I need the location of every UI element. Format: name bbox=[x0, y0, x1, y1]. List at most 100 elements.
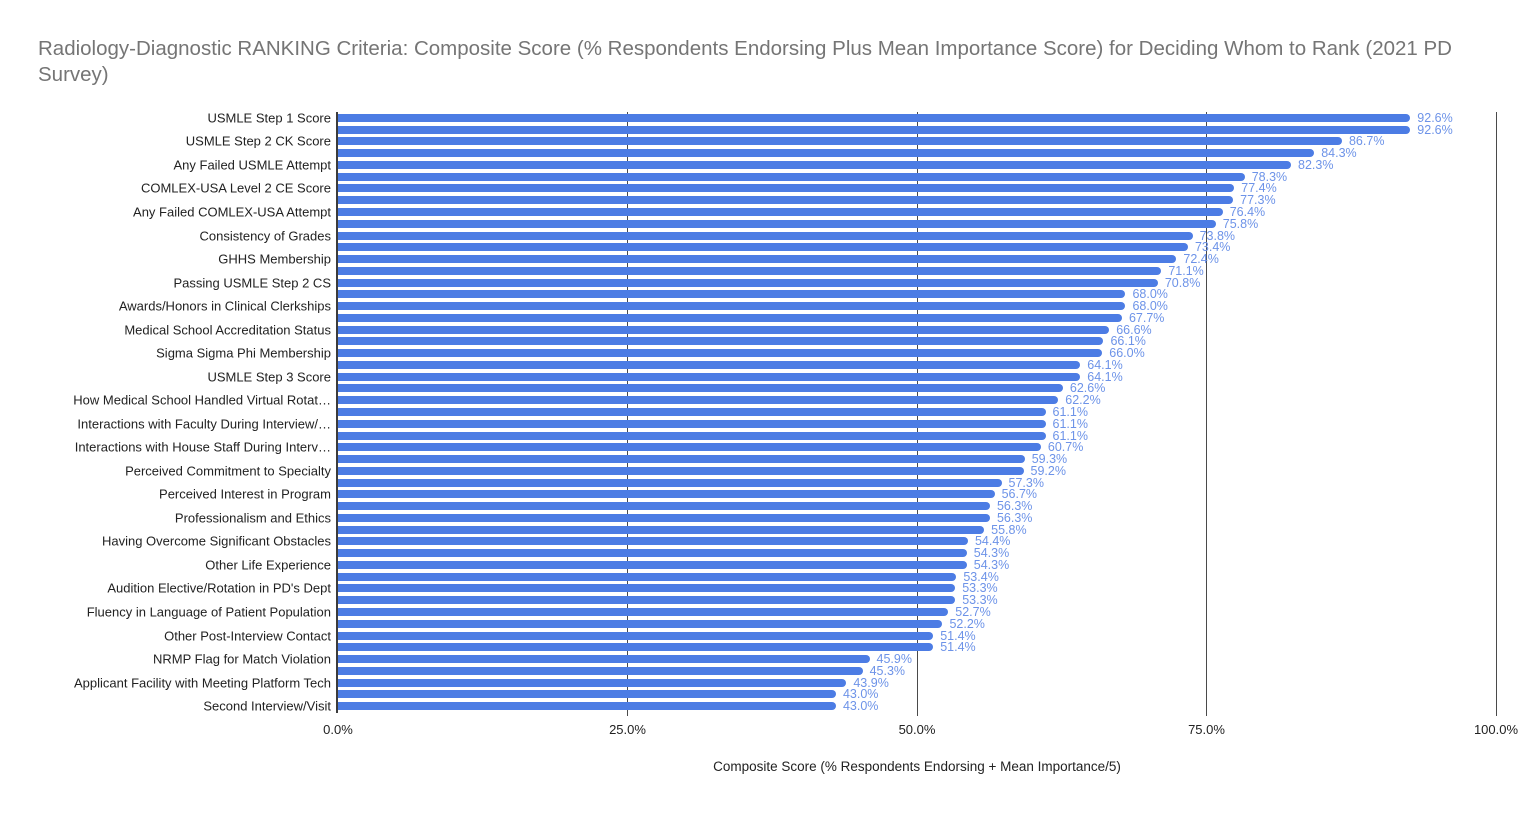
bar[interactable] bbox=[338, 360, 1081, 369]
bar[interactable] bbox=[338, 231, 1193, 240]
bar[interactable] bbox=[338, 513, 990, 522]
category-label: Fluency in Language of Patient Populatio… bbox=[86, 604, 331, 620]
bar[interactable] bbox=[338, 466, 1024, 475]
bar[interactable] bbox=[338, 196, 1234, 205]
bar-value-label: 43.0% bbox=[842, 698, 879, 713]
x-ticks: 0.0% 25.0% 50.0% 75.0% 100.0% bbox=[323, 722, 1518, 740]
bar[interactable] bbox=[338, 431, 1046, 440]
bar-value-label: 92.6% bbox=[1417, 110, 1453, 125]
bar[interactable] bbox=[338, 478, 1002, 487]
bar-value-label: 56.3% bbox=[996, 510, 1033, 525]
bar[interactable] bbox=[338, 372, 1081, 381]
bar[interactable] bbox=[338, 302, 1126, 311]
category-label: COMLEX-USA Level 2 CE Score bbox=[140, 180, 331, 196]
bar-value-label: 56.7% bbox=[1001, 487, 1038, 502]
bar[interactable] bbox=[338, 349, 1103, 358]
bar[interactable] bbox=[338, 113, 1411, 122]
bar[interactable] bbox=[338, 596, 956, 605]
bar-value-label: 66.1% bbox=[1110, 334, 1146, 349]
bar[interactable] bbox=[338, 337, 1104, 346]
bar-value-label: 54.3% bbox=[973, 545, 1010, 560]
bar-value-label: 64.1% bbox=[1087, 357, 1123, 372]
bar-value-label: 53.4% bbox=[963, 569, 999, 584]
gridline bbox=[1495, 112, 1497, 716]
bar[interactable] bbox=[338, 219, 1216, 228]
category-label: Applicant Facility with Meeting Platform… bbox=[74, 675, 331, 691]
bar-value-label: 77.3% bbox=[1240, 192, 1276, 207]
bar[interactable] bbox=[338, 666, 863, 675]
bar-value-label: 75.8% bbox=[1222, 216, 1259, 231]
bar[interactable] bbox=[338, 584, 956, 593]
bar[interactable] bbox=[338, 419, 1046, 428]
category-label: USMLE Step 1 Score bbox=[207, 110, 331, 126]
bar-value-label: 71.1% bbox=[1168, 263, 1204, 278]
bar[interactable] bbox=[338, 655, 870, 664]
bar-value-label: 92.6% bbox=[1417, 122, 1453, 137]
x-tick-label: 75.0% bbox=[1188, 722, 1225, 737]
bar[interactable] bbox=[338, 690, 836, 699]
bar[interactable] bbox=[338, 278, 1158, 287]
bar-value-label: 73.4% bbox=[1194, 240, 1231, 255]
bar-value-label: 61.1% bbox=[1052, 416, 1088, 431]
bar[interactable] bbox=[338, 608, 949, 616]
bar[interactable] bbox=[338, 325, 1110, 334]
bar[interactable] bbox=[338, 266, 1162, 275]
bar[interactable] bbox=[338, 631, 934, 640]
x-tick-label: 50.0% bbox=[898, 722, 936, 737]
bar[interactable] bbox=[338, 537, 968, 546]
bar[interactable] bbox=[338, 572, 957, 581]
x-tick-label: 25.0% bbox=[609, 722, 646, 737]
bar[interactable] bbox=[338, 678, 847, 687]
bar-value-label: 78.3% bbox=[1251, 169, 1288, 184]
bar[interactable] bbox=[338, 149, 1315, 158]
bar[interactable] bbox=[338, 172, 1245, 181]
bar[interactable] bbox=[338, 396, 1059, 405]
bar-value-label: 76.4% bbox=[1229, 204, 1266, 219]
bar[interactable] bbox=[338, 184, 1235, 193]
category-label: Other Life Experience bbox=[205, 557, 331, 573]
bar[interactable] bbox=[338, 313, 1122, 322]
bar-value-label: 43.0% bbox=[842, 687, 879, 702]
bar[interactable] bbox=[338, 208, 1223, 216]
category-label: Any Failed USMLE Attempt bbox=[173, 157, 331, 173]
bar-value-label: 70.8% bbox=[1164, 275, 1201, 290]
bar-value-label: 86.7% bbox=[1348, 134, 1385, 149]
bar[interactable] bbox=[338, 619, 943, 628]
bar-value-label: 67.7% bbox=[1128, 310, 1165, 325]
category-label: Interactions with House Staff During Int… bbox=[74, 439, 331, 455]
bar[interactable] bbox=[338, 502, 990, 511]
bar[interactable] bbox=[338, 490, 995, 499]
bar-value-label: 51.4% bbox=[940, 628, 976, 643]
bar[interactable] bbox=[338, 525, 985, 534]
bar-value-label: 60.7% bbox=[1047, 440, 1084, 455]
bar[interactable] bbox=[338, 137, 1342, 146]
bar-value-label: 54.4% bbox=[974, 534, 1011, 549]
x-tick-label: 0.0% bbox=[323, 722, 353, 737]
bar[interactable] bbox=[338, 560, 967, 569]
bar[interactable] bbox=[338, 702, 836, 711]
bar-value-label: 62.2% bbox=[1065, 392, 1101, 407]
category-label: Interactions with Faculty During Intervi… bbox=[77, 416, 331, 432]
bar[interactable] bbox=[338, 643, 934, 652]
bar[interactable] bbox=[338, 443, 1041, 452]
chart-title: Radiology-Diagnostic RANKING Criteria: C… bbox=[38, 37, 1452, 87]
bar[interactable] bbox=[338, 125, 1411, 134]
bar-value-label: 68.0% bbox=[1132, 287, 1168, 302]
bar[interactable] bbox=[338, 549, 967, 558]
bar-value-label: 52.7% bbox=[955, 604, 991, 619]
category-label: Audition Elective/Rotation in PD's Dept bbox=[107, 580, 331, 596]
bar[interactable] bbox=[338, 455, 1025, 464]
bar[interactable] bbox=[338, 255, 1177, 264]
bar-value-label: 82.3% bbox=[1298, 157, 1334, 172]
plot-area: 92.6% 92.6% 86.7% 84.3% 82.3% 78.3% 77.4% 77.3%… bbox=[336, 110, 1497, 716]
bar[interactable] bbox=[338, 384, 1063, 393]
bar[interactable] bbox=[338, 408, 1046, 416]
category-label: Perceived Interest in Program bbox=[159, 486, 331, 502]
bar[interactable] bbox=[338, 160, 1292, 169]
bar[interactable] bbox=[338, 290, 1126, 299]
bar-value-label: 52.2% bbox=[949, 616, 985, 631]
category-label: Second Interview/Visit bbox=[203, 698, 331, 714]
category-label: How Medical School Handled Virtual Rotat… bbox=[73, 392, 331, 408]
gridline bbox=[1206, 112, 1207, 716]
bar[interactable] bbox=[338, 243, 1188, 252]
